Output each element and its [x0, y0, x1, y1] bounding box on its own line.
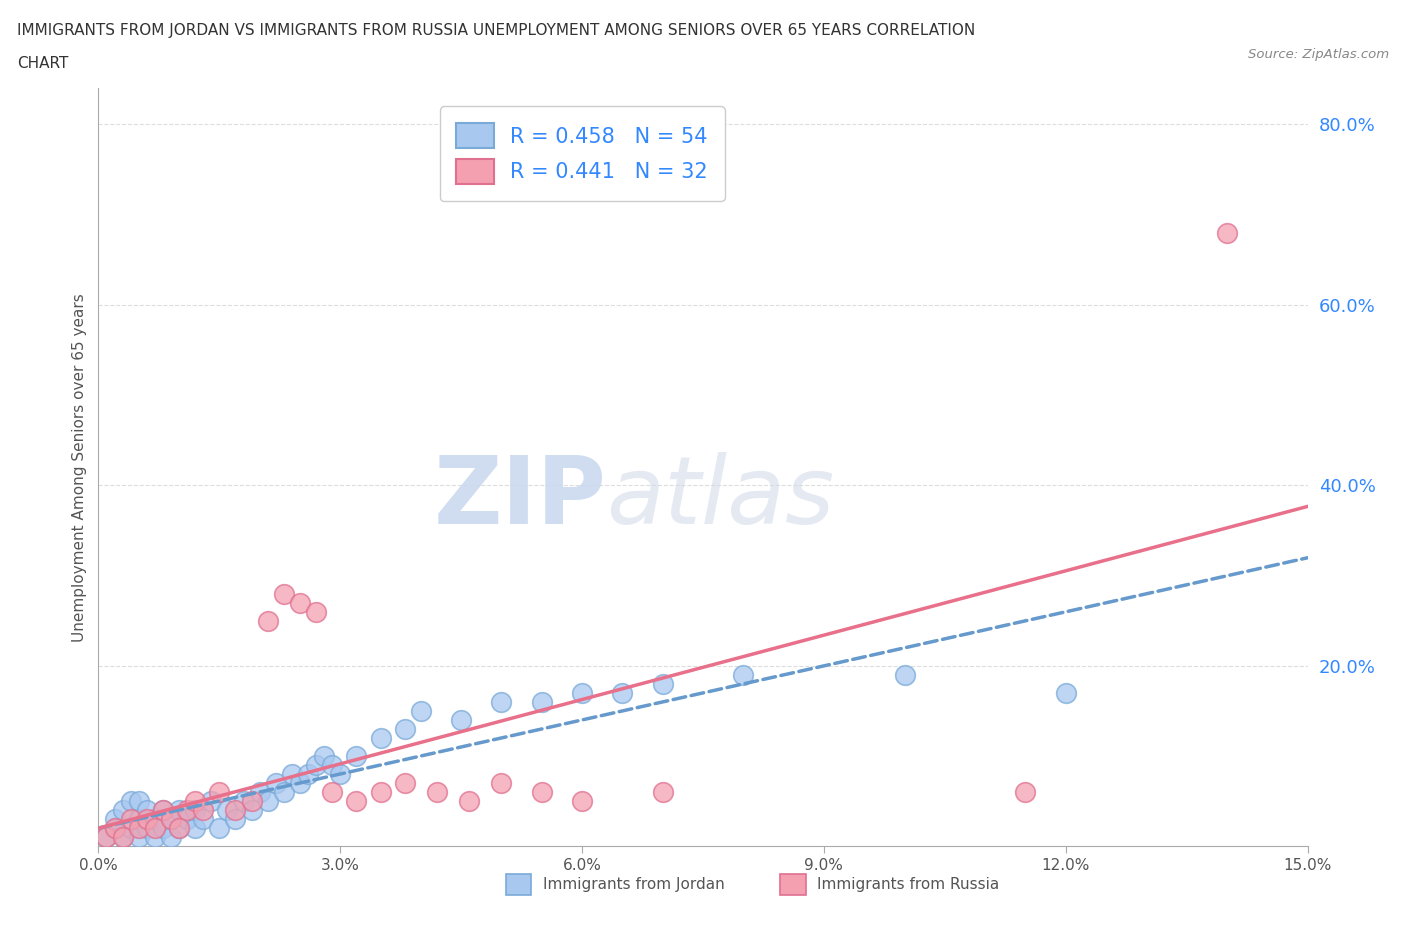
Point	[128, 830, 150, 844]
Point	[458, 793, 481, 808]
Point	[135, 812, 157, 827]
Point	[370, 731, 392, 746]
Point	[297, 766, 319, 781]
Point	[273, 586, 295, 601]
Point	[1054, 685, 1077, 700]
Point	[193, 812, 215, 827]
Text: atlas: atlas	[606, 452, 835, 543]
Point	[217, 803, 239, 817]
Point	[240, 793, 263, 808]
Point	[370, 785, 392, 800]
Point	[450, 712, 472, 727]
Point	[394, 722, 416, 737]
Point	[128, 812, 150, 827]
Point	[232, 793, 254, 808]
Point	[152, 821, 174, 836]
Point	[426, 785, 449, 800]
Point	[571, 793, 593, 808]
Point	[530, 695, 553, 710]
Point	[305, 758, 328, 773]
Point	[249, 785, 271, 800]
Point	[167, 821, 190, 836]
Point	[344, 793, 367, 808]
Text: Immigrants from Russia: Immigrants from Russia	[817, 877, 1000, 892]
Point	[103, 812, 125, 827]
Point	[264, 776, 287, 790]
Point	[273, 785, 295, 800]
Point	[208, 785, 231, 800]
Point	[193, 803, 215, 817]
Point	[651, 676, 673, 691]
Point	[120, 812, 142, 827]
Point	[103, 821, 125, 836]
Point	[651, 785, 673, 800]
Point	[143, 821, 166, 836]
Point	[200, 793, 222, 808]
Point	[128, 821, 150, 836]
Text: ZIP: ZIP	[433, 452, 606, 544]
Text: CHART: CHART	[17, 56, 69, 71]
Point	[491, 695, 513, 710]
Point	[135, 803, 157, 817]
Point	[571, 685, 593, 700]
Point	[288, 595, 311, 610]
Point	[394, 776, 416, 790]
Point	[152, 803, 174, 817]
Bar	[506, 874, 531, 895]
Point	[135, 821, 157, 836]
Point	[612, 685, 634, 700]
Point	[530, 785, 553, 800]
Point	[160, 812, 183, 827]
Point	[256, 613, 278, 628]
Point	[167, 821, 190, 836]
Point	[96, 830, 118, 844]
Point	[224, 803, 246, 817]
Point	[224, 812, 246, 827]
Point	[344, 749, 367, 764]
Y-axis label: Unemployment Among Seniors over 65 years: Unemployment Among Seniors over 65 years	[72, 293, 87, 642]
Point	[184, 793, 207, 808]
Point	[120, 821, 142, 836]
Point	[160, 830, 183, 844]
Point	[167, 803, 190, 817]
Legend: R = 0.458   N = 54, R = 0.441   N = 32: R = 0.458 N = 54, R = 0.441 N = 32	[440, 106, 724, 201]
Point	[321, 785, 343, 800]
Point	[240, 803, 263, 817]
Point	[256, 793, 278, 808]
Point	[128, 793, 150, 808]
Point	[329, 766, 352, 781]
Point	[288, 776, 311, 790]
Text: IMMIGRANTS FROM JORDAN VS IMMIGRANTS FROM RUSSIA UNEMPLOYMENT AMONG SENIORS OVER: IMMIGRANTS FROM JORDAN VS IMMIGRANTS FRO…	[17, 23, 976, 38]
Point	[176, 812, 198, 827]
Point	[1014, 785, 1036, 800]
Point	[103, 821, 125, 836]
Point	[120, 793, 142, 808]
Point	[314, 749, 336, 764]
Point	[491, 776, 513, 790]
Point	[321, 758, 343, 773]
Point	[1216, 225, 1239, 240]
Point	[160, 812, 183, 827]
Point	[733, 668, 755, 683]
Point	[143, 812, 166, 827]
Bar	[780, 874, 806, 895]
Point	[184, 821, 207, 836]
Point	[152, 803, 174, 817]
Point	[143, 830, 166, 844]
Point	[176, 803, 198, 817]
Point	[208, 821, 231, 836]
Point	[305, 604, 328, 619]
Text: Immigrants from Jordan: Immigrants from Jordan	[543, 877, 724, 892]
Point	[111, 830, 134, 844]
Point	[96, 830, 118, 844]
Point	[111, 830, 134, 844]
Text: Source: ZipAtlas.com: Source: ZipAtlas.com	[1249, 48, 1389, 61]
Point	[111, 803, 134, 817]
Point	[893, 668, 915, 683]
Point	[409, 703, 432, 718]
Point	[281, 766, 304, 781]
Point	[184, 803, 207, 817]
